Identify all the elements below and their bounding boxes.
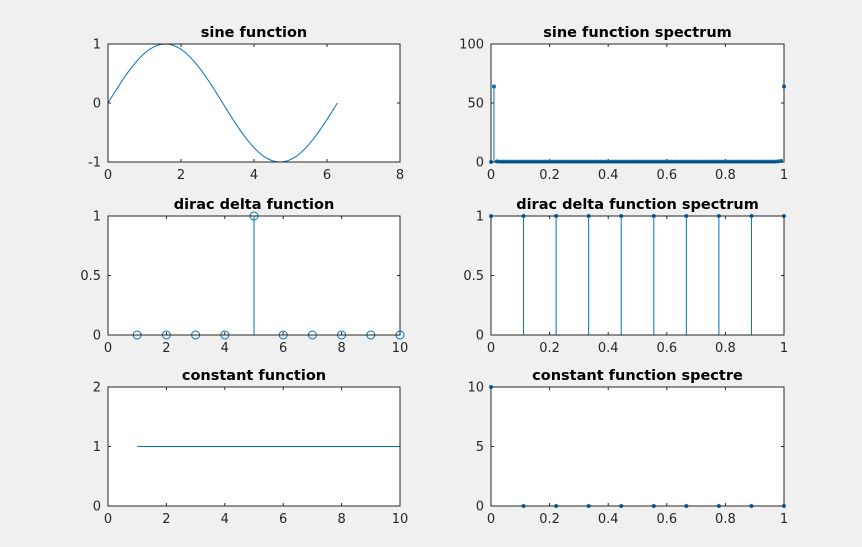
x-tick-label: 10 bbox=[392, 341, 409, 356]
x-tick-label: 8 bbox=[337, 341, 345, 356]
x-tick-label: 0.8 bbox=[715, 168, 736, 183]
y-tick-label: 0.5 bbox=[80, 269, 101, 284]
chart-5: constant function 0 2 4 6 8 10 0 1 2 bbox=[93, 368, 409, 527]
y-tick-label: 0 bbox=[476, 156, 484, 171]
plot-area bbox=[491, 216, 784, 335]
x-tick-label: 0.2 bbox=[539, 512, 560, 527]
chart-title: sine function bbox=[201, 25, 308, 41]
x-tick-label: 0.6 bbox=[656, 341, 677, 356]
chart-3: dirac delta function 0 2 4 6 8 10 0 0.5 1 bbox=[80, 197, 408, 356]
x-tick-label: 4 bbox=[250, 168, 258, 183]
y-tick-label: 0 bbox=[93, 500, 101, 515]
plot-area bbox=[491, 387, 784, 506]
y-tick-label: 100 bbox=[459, 38, 484, 53]
x-tick-label: 0.2 bbox=[539, 341, 560, 356]
x-tick-label: 0 bbox=[104, 341, 112, 356]
axes-box bbox=[490, 215, 785, 336]
series-line bbox=[107, 43, 338, 163]
chart-title: dirac delta function bbox=[174, 197, 335, 213]
x-tick-label: 1 bbox=[780, 341, 788, 356]
x-tick-label: 0 bbox=[487, 168, 495, 183]
x-tick-label: 0.2 bbox=[539, 168, 560, 183]
x-tick-label: 6 bbox=[279, 512, 287, 527]
x-tick-label: 2 bbox=[177, 168, 185, 183]
x-tick-label: 6 bbox=[279, 341, 287, 356]
x-tick-label: 0.4 bbox=[598, 168, 619, 183]
plot-area bbox=[108, 44, 400, 162]
axes-box bbox=[490, 43, 785, 163]
axes-box bbox=[107, 215, 401, 336]
x-tick-label: 8 bbox=[337, 512, 345, 527]
x-tick-label: 6 bbox=[323, 168, 331, 183]
axes-box bbox=[490, 386, 785, 507]
y-tick-label: 0.5 bbox=[463, 269, 484, 284]
y-tick-label: 0 bbox=[476, 500, 484, 515]
chart-title: sine function spectrum bbox=[543, 25, 732, 41]
x-tick-label: 1 bbox=[780, 168, 788, 183]
x-tick-label: 0.8 bbox=[715, 512, 736, 527]
chart-title: dirac delta function spectrum bbox=[516, 197, 759, 213]
y-tick-label: 0 bbox=[476, 329, 484, 344]
axes-box bbox=[107, 386, 401, 507]
y-tick-label: -1 bbox=[88, 156, 101, 171]
x-tick-label: 1 bbox=[780, 512, 788, 527]
x-tick-label: 0 bbox=[487, 512, 495, 527]
x-tick-label: 0.4 bbox=[598, 512, 619, 527]
x-tick-label: 8 bbox=[396, 168, 404, 183]
y-tick-label: 0 bbox=[93, 329, 101, 344]
y-tick-label: 50 bbox=[467, 97, 484, 112]
y-tick-label: 10 bbox=[467, 381, 484, 396]
series bbox=[107, 43, 338, 163]
plot-area bbox=[491, 44, 784, 162]
axes-box bbox=[107, 43, 401, 163]
y-tick-label: 1 bbox=[93, 210, 101, 225]
x-tick-label: 0 bbox=[104, 168, 112, 183]
chart-title: constant function spectre bbox=[532, 368, 743, 384]
x-tick-label: 2 bbox=[162, 341, 170, 356]
y-tick-label: 1 bbox=[93, 440, 101, 455]
y-tick-label: 1 bbox=[93, 38, 101, 53]
stem-marker bbox=[491, 84, 496, 89]
x-tick-label: 4 bbox=[221, 341, 229, 356]
x-tick-label: 0.6 bbox=[656, 512, 677, 527]
chart-4: dirac delta function spectrum 0 0.2 0.4 0.6 0… bbox=[463, 197, 788, 356]
y-tick-label: 2 bbox=[93, 381, 101, 396]
chart-2: sine function spectrum 0 0.2 0.4 0.6 0.8 1 0 50 1… bbox=[459, 25, 788, 183]
x-tick-label: 2 bbox=[162, 512, 170, 527]
x-tick-label: 4 bbox=[221, 512, 229, 527]
x-tick-label: 0 bbox=[104, 512, 112, 527]
x-tick-label: 0.4 bbox=[598, 341, 619, 356]
x-tick-label: 10 bbox=[392, 512, 409, 527]
y-tick-label: 1 bbox=[476, 210, 484, 225]
chart-title: constant function bbox=[182, 368, 326, 384]
x-tick-label: 0.6 bbox=[656, 168, 677, 183]
y-tick-label: 5 bbox=[476, 440, 484, 455]
x-tick-label: 0.8 bbox=[715, 341, 736, 356]
y-tick-label: 0 bbox=[93, 97, 101, 112]
x-tick-label: 0 bbox=[487, 341, 495, 356]
